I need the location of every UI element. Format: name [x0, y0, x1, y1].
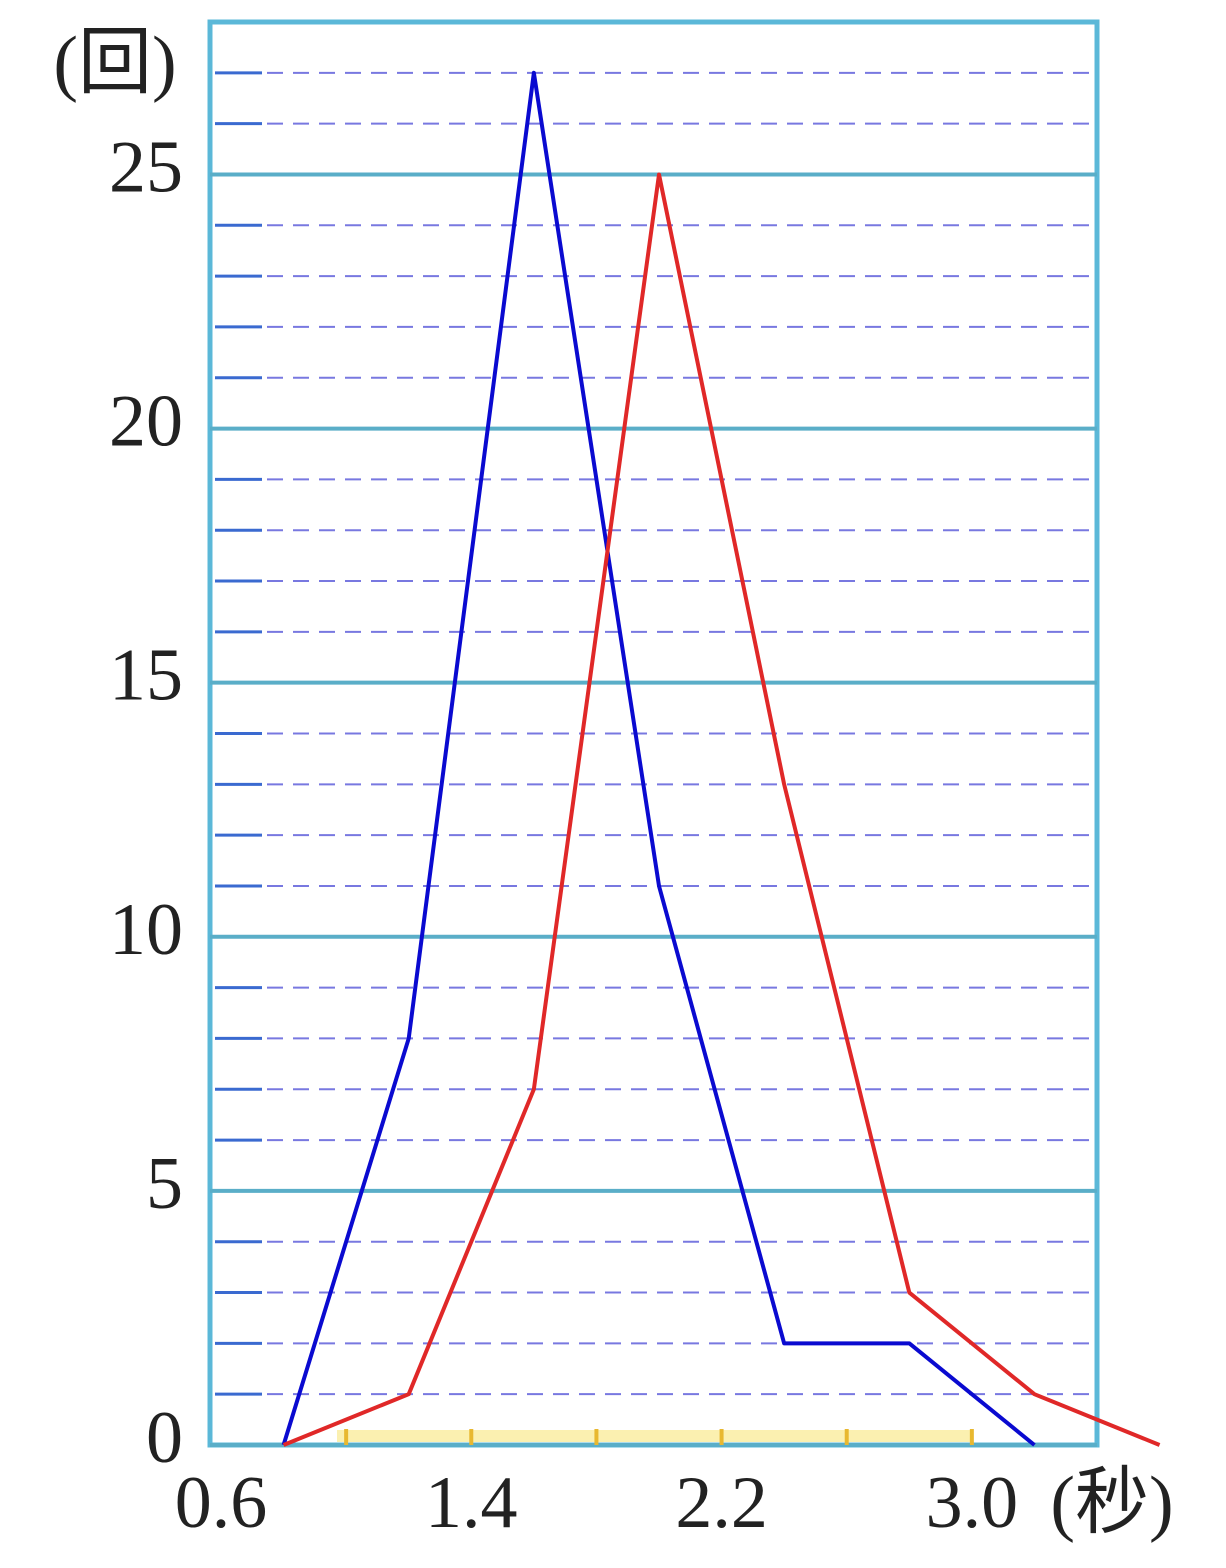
- axis-strip: [337, 1430, 970, 1442]
- y-tick-label: 5: [146, 1143, 183, 1225]
- x-tick-label: 0.6: [175, 1462, 268, 1544]
- x-tick-label: 2.2: [675, 1462, 768, 1544]
- series-line: [282, 172, 1161, 1447]
- plot-frame: [207, 19, 1100, 1448]
- y-unit: (回): [53, 22, 176, 104]
- x-unit: (秒): [1050, 1462, 1173, 1544]
- series-line: [281, 70, 1036, 1447]
- y-tick-label: 20: [109, 381, 183, 463]
- x-tick-label: 1.4: [425, 1462, 518, 1544]
- x-tick-label: 3.0: [926, 1462, 1019, 1544]
- y-tick-label: 10: [109, 889, 183, 971]
- y-tick-label: 25: [109, 126, 183, 208]
- y-tick-label: 0: [146, 1397, 183, 1479]
- y-tick-label: 15: [109, 635, 183, 717]
